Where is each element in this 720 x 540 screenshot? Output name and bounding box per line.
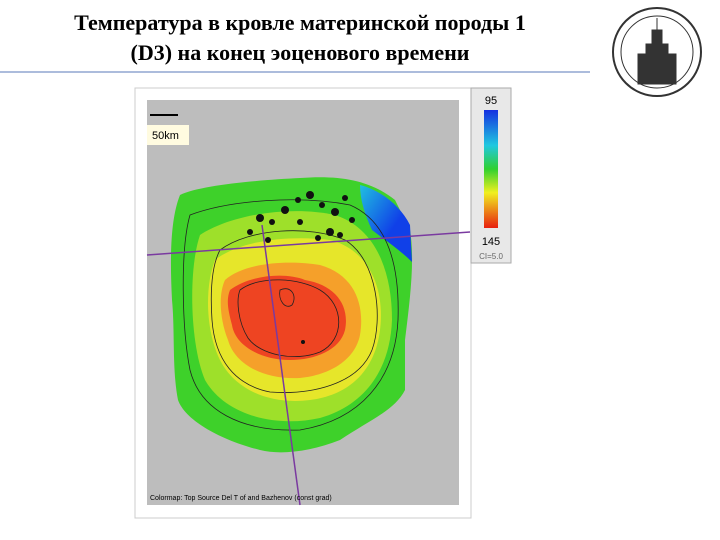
scale-label: 50km [152,130,179,142]
map-caption: Colormap: Top Source Del T of and Bazhen… [150,495,332,502]
colorbar [484,110,498,228]
colorbar-top: 95 [485,95,497,107]
scale-box [147,125,189,145]
colorbar-note: CI=5.0 [479,252,503,261]
heat-map [146,177,471,506]
title-line: (D3) на конец эоценового времени [131,40,470,65]
logo [612,7,702,97]
title-line: Температура в кровле материнской породы … [74,10,526,35]
colorbar-bottom: 145 [482,236,500,248]
